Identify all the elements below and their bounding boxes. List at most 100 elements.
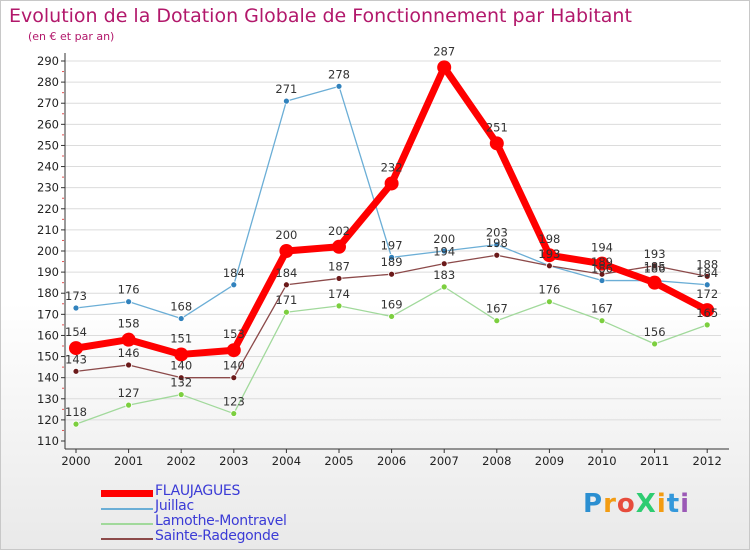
- data-point-juillac: [230, 281, 238, 289]
- logo-letter: i: [680, 489, 691, 519]
- data-point-lamothe-montravel: [282, 308, 290, 316]
- legend-label-lamothe-montravel: Lamothe-Montravel: [155, 513, 287, 529]
- data-point-sainte-radegonde: [335, 275, 343, 282]
- data-label-flaujagues: 158: [118, 317, 140, 331]
- data-label-juillac: 193: [538, 247, 560, 261]
- data-label-juillac: 176: [118, 283, 140, 297]
- data-point-juillac: [493, 241, 501, 249]
- logo-letter: P: [583, 489, 604, 519]
- x-tick-label: 2011: [640, 454, 669, 468]
- data-label-lamothe-montravel: 156: [644, 325, 666, 339]
- data-label-flaujagues: 172: [696, 287, 718, 301]
- y-tick-label: 110: [37, 434, 59, 448]
- data-label-juillac: 184: [696, 266, 718, 280]
- data-label-sainte-radegonde: 193: [644, 247, 666, 261]
- legend-label-juillac: Juillac: [155, 498, 194, 514]
- data-label-juillac: 271: [275, 82, 297, 96]
- data-label-sainte-radegonde: 188: [696, 257, 718, 271]
- data-label-sainte-radegonde: 140: [170, 359, 192, 373]
- data-label-juillac: 203: [486, 226, 508, 240]
- data-point-flaujagues: [121, 332, 136, 347]
- data-label-sainte-radegonde: 189: [381, 255, 403, 269]
- data-point-flaujagues: [384, 176, 399, 191]
- data-point-flaujagues: [700, 303, 715, 318]
- data-label-lamothe-montravel: 174: [328, 287, 350, 301]
- data-label-lamothe-montravel: 167: [591, 302, 613, 316]
- data-label-sainte-radegonde: 187: [328, 259, 350, 273]
- logo-letter: i: [656, 489, 667, 519]
- data-point-sainte-radegonde: [493, 251, 501, 259]
- y-tick-label: 260: [37, 117, 59, 131]
- data-label-lamothe-montravel: 127: [118, 386, 140, 400]
- data-point-lamothe-montravel: [72, 420, 80, 428]
- data-point-lamothe-montravel: [546, 298, 553, 306]
- data-point-flaujagues: [174, 347, 189, 362]
- y-tick-label: 220: [37, 202, 59, 216]
- data-label-lamothe-montravel: 171: [275, 293, 297, 307]
- legend-label-sainte-radegonde: Sainte-Radegonde: [155, 528, 279, 544]
- x-tick-label: 2001: [114, 454, 143, 468]
- data-point-flaujagues: [226, 343, 241, 358]
- data-label-juillac: 186: [591, 262, 613, 276]
- data-label-sainte-radegonde: 143: [65, 352, 87, 366]
- data-point-sainte-radegonde: [282, 281, 290, 289]
- y-tick-label: 190: [37, 265, 59, 279]
- x-tick-label: 2007: [430, 454, 459, 468]
- data-label-lamothe-montravel: 183: [433, 268, 455, 282]
- x-tick-label: 2004: [272, 454, 301, 468]
- data-label-lamothe-montravel: 169: [381, 297, 403, 311]
- data-label-lamothe-montravel: 167: [486, 302, 508, 316]
- y-tick-label: 140: [37, 371, 59, 385]
- data-point-sainte-radegonde: [388, 270, 396, 278]
- y-tick-label: 150: [37, 350, 59, 364]
- data-point-juillac: [125, 298, 132, 306]
- y-tick-label: 120: [37, 413, 59, 427]
- data-point-lamothe-montravel: [335, 302, 343, 310]
- data-label-lamothe-montravel: 132: [170, 376, 192, 390]
- data-label-juillac: 184: [223, 266, 245, 280]
- x-tick-label: 2000: [61, 454, 90, 468]
- data-label-juillac: 200: [433, 232, 455, 246]
- data-label-flaujagues: 232: [381, 160, 403, 174]
- data-label-flaujagues: 185: [644, 260, 666, 274]
- data-point-lamothe-montravel: [598, 317, 606, 325]
- y-tick-label: 170: [37, 307, 59, 321]
- data-label-juillac: 186: [644, 262, 666, 276]
- data-point-flaujagues: [69, 341, 83, 356]
- chart-title: Evolution de la Dotation Globale de Fonc…: [9, 5, 632, 27]
- y-tick-label: 290: [37, 54, 59, 68]
- data-point-juillac: [703, 281, 711, 289]
- x-tick-label: 2010: [587, 454, 616, 468]
- y-tick-label: 160: [37, 328, 59, 342]
- data-point-juillac: [177, 315, 185, 322]
- data-label-lamothe-montravel: 165: [696, 306, 718, 320]
- data-label-sainte-radegonde: 184: [275, 266, 297, 280]
- logo-letter: X: [635, 489, 657, 519]
- data-point-juillac: [282, 97, 290, 105]
- data-label-sainte-radegonde: 193: [538, 247, 560, 261]
- data-label-flaujagues: 154: [65, 325, 87, 339]
- x-tick-label: 2005: [324, 454, 353, 468]
- data-label-sainte-radegonde: 140: [223, 359, 245, 373]
- data-point-flaujagues: [437, 60, 452, 75]
- data-label-lamothe-montravel: 123: [223, 395, 245, 409]
- data-label-flaujagues: 198: [538, 232, 560, 246]
- data-point-lamothe-montravel: [230, 410, 238, 417]
- y-tick-label: 180: [37, 286, 59, 300]
- data-point-juillac: [598, 277, 606, 284]
- data-point-sainte-radegonde: [703, 272, 711, 280]
- y-tick-label: 240: [37, 160, 59, 174]
- data-point-flaujagues: [279, 244, 294, 258]
- data-label-flaujagues: 200: [275, 228, 297, 242]
- y-tick-label: 250: [37, 138, 59, 152]
- x-tick-label: 2009: [535, 454, 564, 468]
- y-tick-label: 210: [37, 223, 59, 237]
- data-point-sainte-radegonde: [546, 262, 553, 270]
- data-label-juillac: 197: [381, 238, 403, 252]
- data-point-lamothe-montravel: [703, 321, 711, 329]
- data-label-sainte-radegonde: 189: [591, 255, 613, 269]
- x-tick-label: 2003: [219, 454, 248, 468]
- legend-swatch-flaujagues: [101, 490, 153, 497]
